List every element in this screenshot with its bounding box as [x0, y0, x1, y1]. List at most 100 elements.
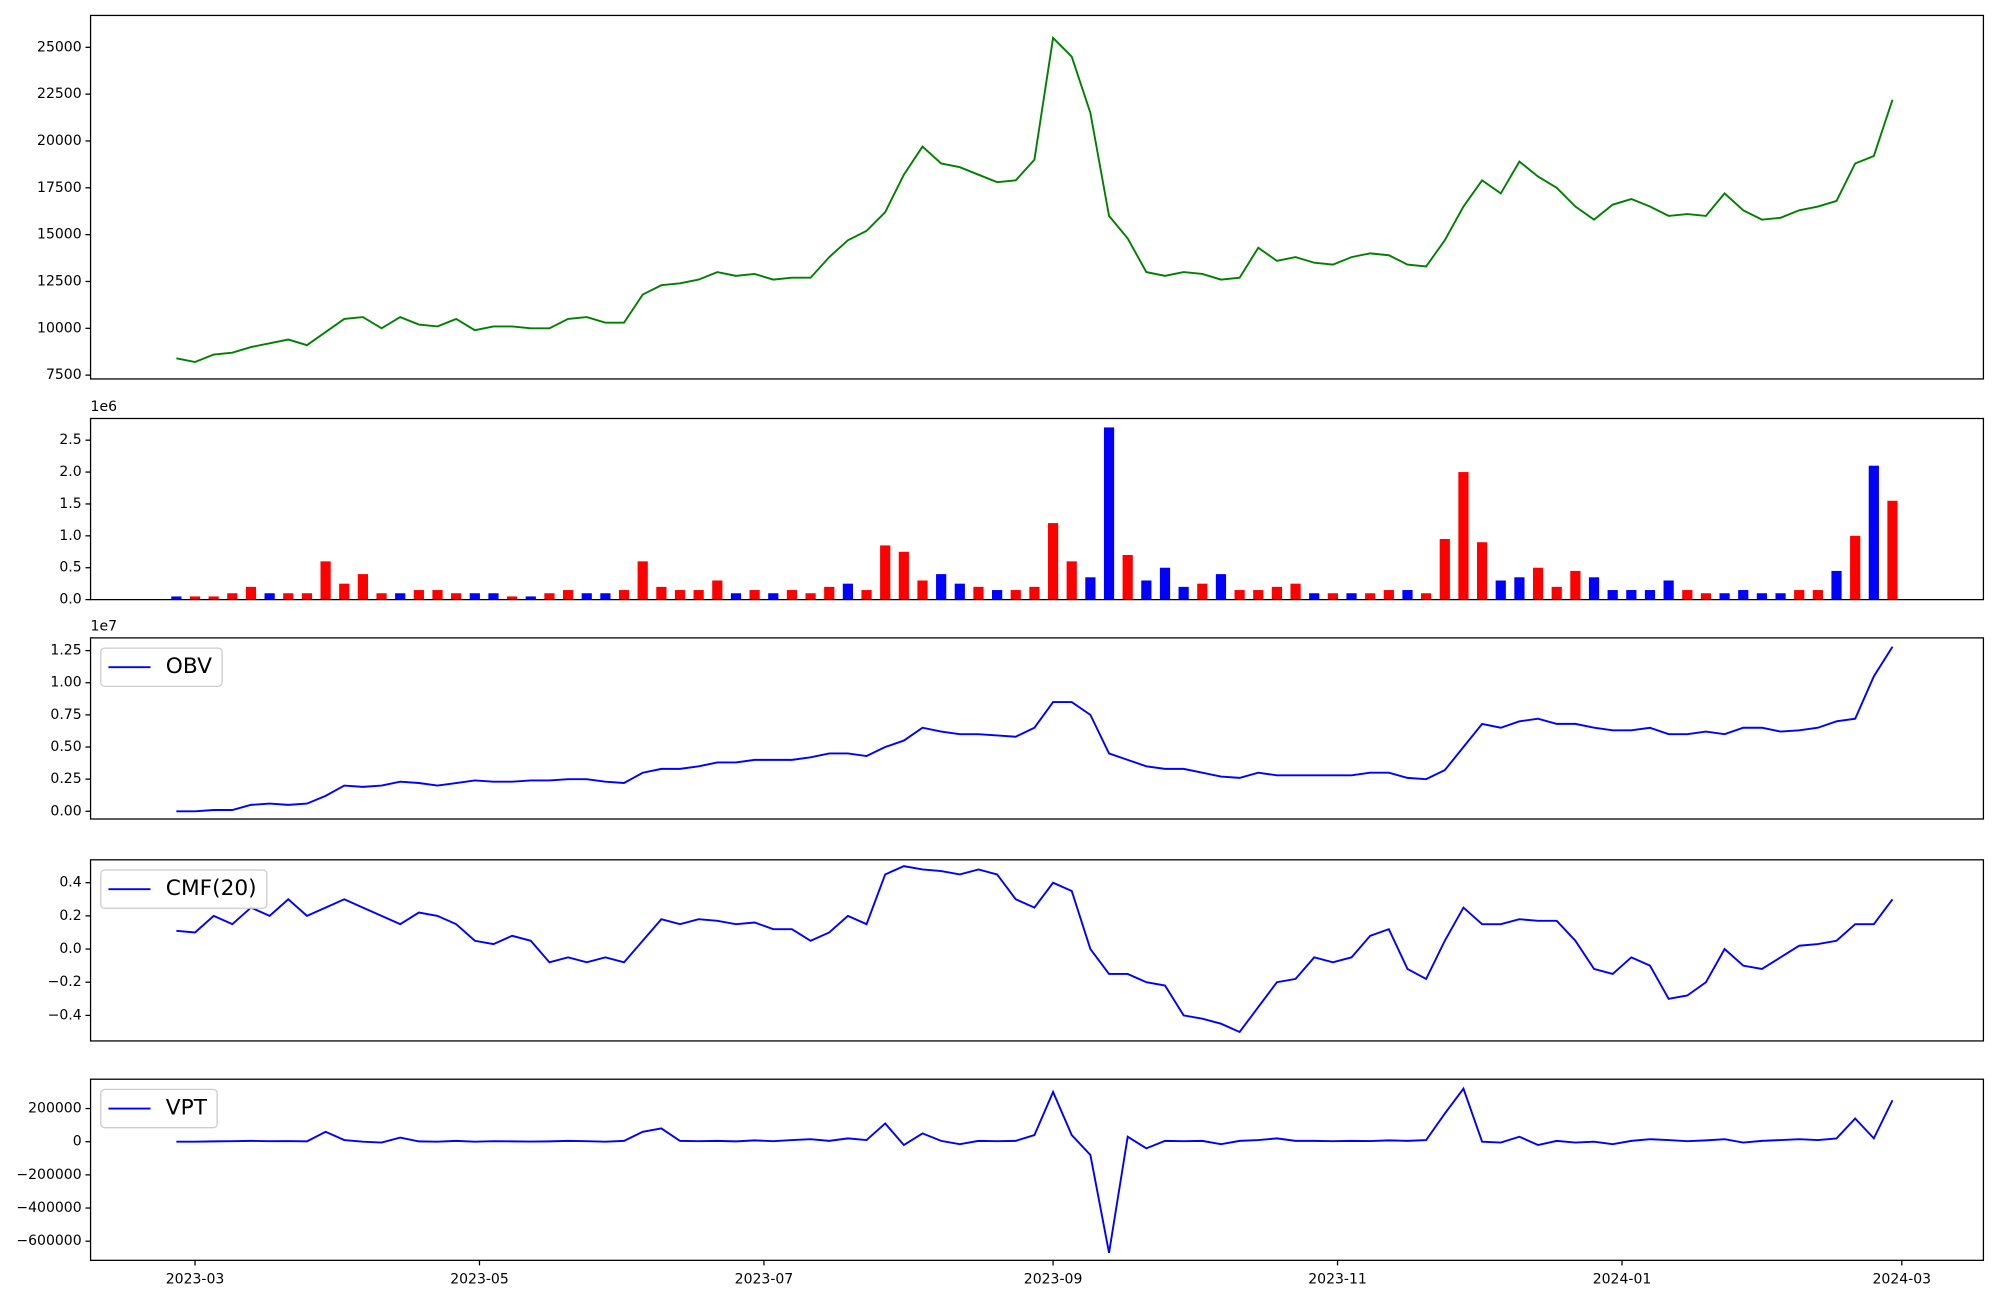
- bar: [469, 593, 480, 600]
- bar: [1719, 593, 1730, 600]
- bar: [656, 586, 667, 600]
- bar: [264, 593, 275, 600]
- bar: [1794, 590, 1805, 600]
- bar: [525, 596, 536, 600]
- bar: [1682, 590, 1693, 600]
- bar: [376, 593, 387, 600]
- line: [176, 35, 1894, 364]
- bar: [768, 593, 779, 600]
- bar: [245, 586, 257, 600]
- x-tick-label: 2023-05: [450, 1271, 509, 1287]
- bar: [1234, 590, 1245, 600]
- bar: [413, 590, 424, 600]
- bar: [1346, 593, 1357, 600]
- bar: [507, 596, 518, 600]
- x-tick-label: 2023-03: [166, 1271, 225, 1287]
- bar: [1029, 586, 1040, 600]
- legend-box: [100, 647, 223, 687]
- bar: [1588, 577, 1600, 600]
- bar: [992, 590, 1003, 600]
- bar: [861, 590, 872, 600]
- y-tick-label: 0.4: [59, 875, 81, 891]
- bar: [1141, 580, 1152, 600]
- bar: [1215, 574, 1227, 600]
- y-tick-label: −600000: [16, 1233, 81, 1249]
- y-tick-label: −200000: [16, 1167, 81, 1183]
- x-tick-label: 2023-09: [1024, 1271, 1083, 1287]
- bar: [1066, 561, 1077, 600]
- bar: [1477, 542, 1488, 600]
- bar: [1383, 590, 1394, 600]
- y-tick-label: −400000: [16, 1200, 81, 1216]
- bar: [1327, 593, 1338, 600]
- y-tick-label: 0.2: [59, 908, 81, 924]
- bar: [693, 590, 704, 600]
- bar: [1607, 590, 1618, 600]
- bar: [488, 593, 499, 600]
- bar: [1812, 590, 1823, 600]
- bar: [1570, 570, 1581, 600]
- axes-frame: [89, 859, 1985, 1042]
- bar: [674, 590, 686, 600]
- bar: [1458, 472, 1469, 600]
- bar: [1085, 577, 1096, 600]
- bar: [432, 590, 443, 600]
- bar: [786, 590, 798, 600]
- bar: [824, 586, 835, 600]
- y-tick-label: 2.5: [59, 432, 81, 448]
- bar: [1309, 593, 1320, 600]
- bar: [730, 593, 742, 600]
- y-tick-label: 200000: [28, 1101, 82, 1117]
- x-tick-label: 2024-03: [1873, 1271, 1932, 1287]
- y-tick-label: 25000: [37, 39, 82, 55]
- legend-label: VPT: [166, 1096, 208, 1121]
- line: [176, 865, 1894, 1034]
- y-tick-label: 0.50: [50, 739, 81, 755]
- offset-label: 1e7: [91, 618, 117, 634]
- y-tick-label: 20000: [37, 133, 82, 149]
- y-tick-label: 1.0: [59, 528, 81, 544]
- bar: [581, 593, 592, 600]
- bar: [320, 561, 331, 600]
- y-tick-label: 0.0: [59, 592, 81, 608]
- bar: [1047, 523, 1059, 600]
- bar: [600, 593, 611, 600]
- x-tick-label: 2023-11: [1308, 1271, 1367, 1287]
- axes-frame: [89, 14, 1985, 380]
- bar: [1756, 593, 1768, 600]
- bar: [1439, 539, 1450, 600]
- y-tick-label: 0.5: [59, 560, 81, 576]
- y-tick-label: 10000: [37, 320, 82, 336]
- axes-frame: [89, 417, 1985, 601]
- y-tick-label: 0.0: [59, 941, 81, 957]
- y-tick-label: 0.75: [50, 707, 81, 723]
- y-tick-label: 1.25: [50, 643, 81, 659]
- bar: [208, 596, 219, 600]
- bar: [842, 583, 853, 600]
- bar: [973, 586, 984, 600]
- y-tick-label: 0: [73, 1134, 82, 1150]
- bar: [1178, 586, 1189, 600]
- legend-box: [100, 869, 268, 909]
- line: [176, 646, 1894, 813]
- bar: [1514, 577, 1525, 600]
- bar: [451, 593, 462, 600]
- bar: [1626, 590, 1637, 600]
- bar: [917, 580, 928, 600]
- bar: [1644, 590, 1656, 600]
- bar: [898, 551, 909, 600]
- legend-box: [100, 1088, 218, 1129]
- bar: [301, 593, 313, 600]
- y-tick-label: 7500: [46, 367, 82, 383]
- bar: [712, 580, 723, 600]
- bar: [562, 590, 574, 600]
- bar: [1402, 590, 1413, 600]
- bar: [544, 593, 555, 600]
- bar: [1868, 465, 1879, 600]
- bar: [1850, 535, 1861, 600]
- x-tick-label: 2023-07: [735, 1271, 794, 1287]
- y-tick-label: 2.0: [59, 464, 81, 480]
- bar: [1197, 583, 1208, 600]
- bar: [1887, 500, 1898, 600]
